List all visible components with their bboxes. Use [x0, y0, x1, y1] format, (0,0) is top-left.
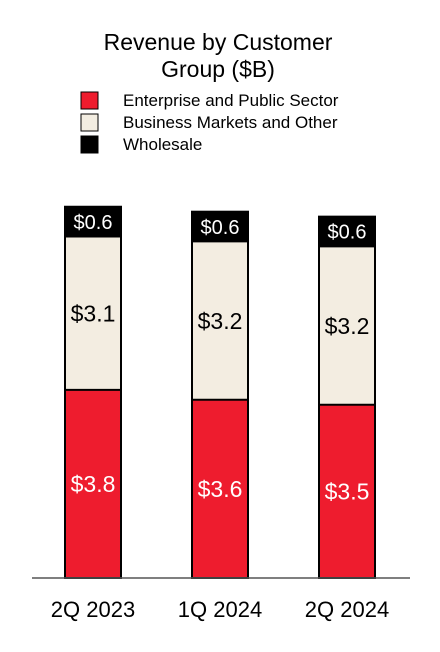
- legend-swatch: [80, 135, 99, 154]
- data-label: $0.6: [201, 217, 240, 239]
- legend-label: Business Markets and Other: [123, 113, 338, 132]
- chart-title-line: Revenue by Customer: [104, 29, 333, 55]
- data-label: $3.1: [71, 300, 116, 326]
- legend-swatch: [80, 113, 99, 132]
- x-tick-label: 1Q 2024: [178, 597, 262, 622]
- bar-segment: [192, 241, 248, 400]
- bar-segment: [192, 211, 248, 242]
- x-tick-label: 2Q 2023: [51, 597, 135, 622]
- bar-stack: $3.6 $3.2 $0.6: [191, 210, 249, 579]
- chart-title-line: Group ($B): [161, 56, 275, 82]
- bar-segment: [319, 216, 375, 247]
- data-label: $0.6: [328, 222, 367, 244]
- data-label: $3.2: [325, 313, 370, 339]
- data-label: $3.2: [198, 308, 243, 334]
- bar-segment: [65, 389, 121, 578]
- bar-segment: [319, 404, 375, 578]
- data-label: $3.6: [198, 476, 243, 502]
- bars: $3.8 $3.1 $0.6 $3.6 $3.2 $0.6 $3.5 $3.2 $0.6: [64, 205, 376, 579]
- bar-segment: [192, 399, 248, 578]
- legend-swatch: [80, 91, 99, 110]
- legend: Enterprise and Public Sector Business Mar…: [80, 91, 339, 154]
- bar-segment: [319, 246, 375, 405]
- bar-stack: $3.8 $3.1 $0.6: [64, 205, 122, 579]
- legend-label: Wholesale: [123, 135, 202, 154]
- x-tick-label: 2Q 2024: [305, 597, 389, 622]
- data-label: $3.5: [325, 479, 370, 505]
- bar-segment: [65, 206, 121, 237]
- bar-stack: $3.5 $3.2 $0.6: [318, 215, 376, 579]
- data-label: $0.6: [74, 212, 113, 234]
- bar-segment: [65, 236, 121, 390]
- legend-label: Enterprise and Public Sector: [123, 91, 339, 110]
- x-axis-ticks: 2Q 2023 1Q 2024 2Q 2024: [51, 597, 389, 622]
- data-label: $3.8: [71, 471, 116, 497]
